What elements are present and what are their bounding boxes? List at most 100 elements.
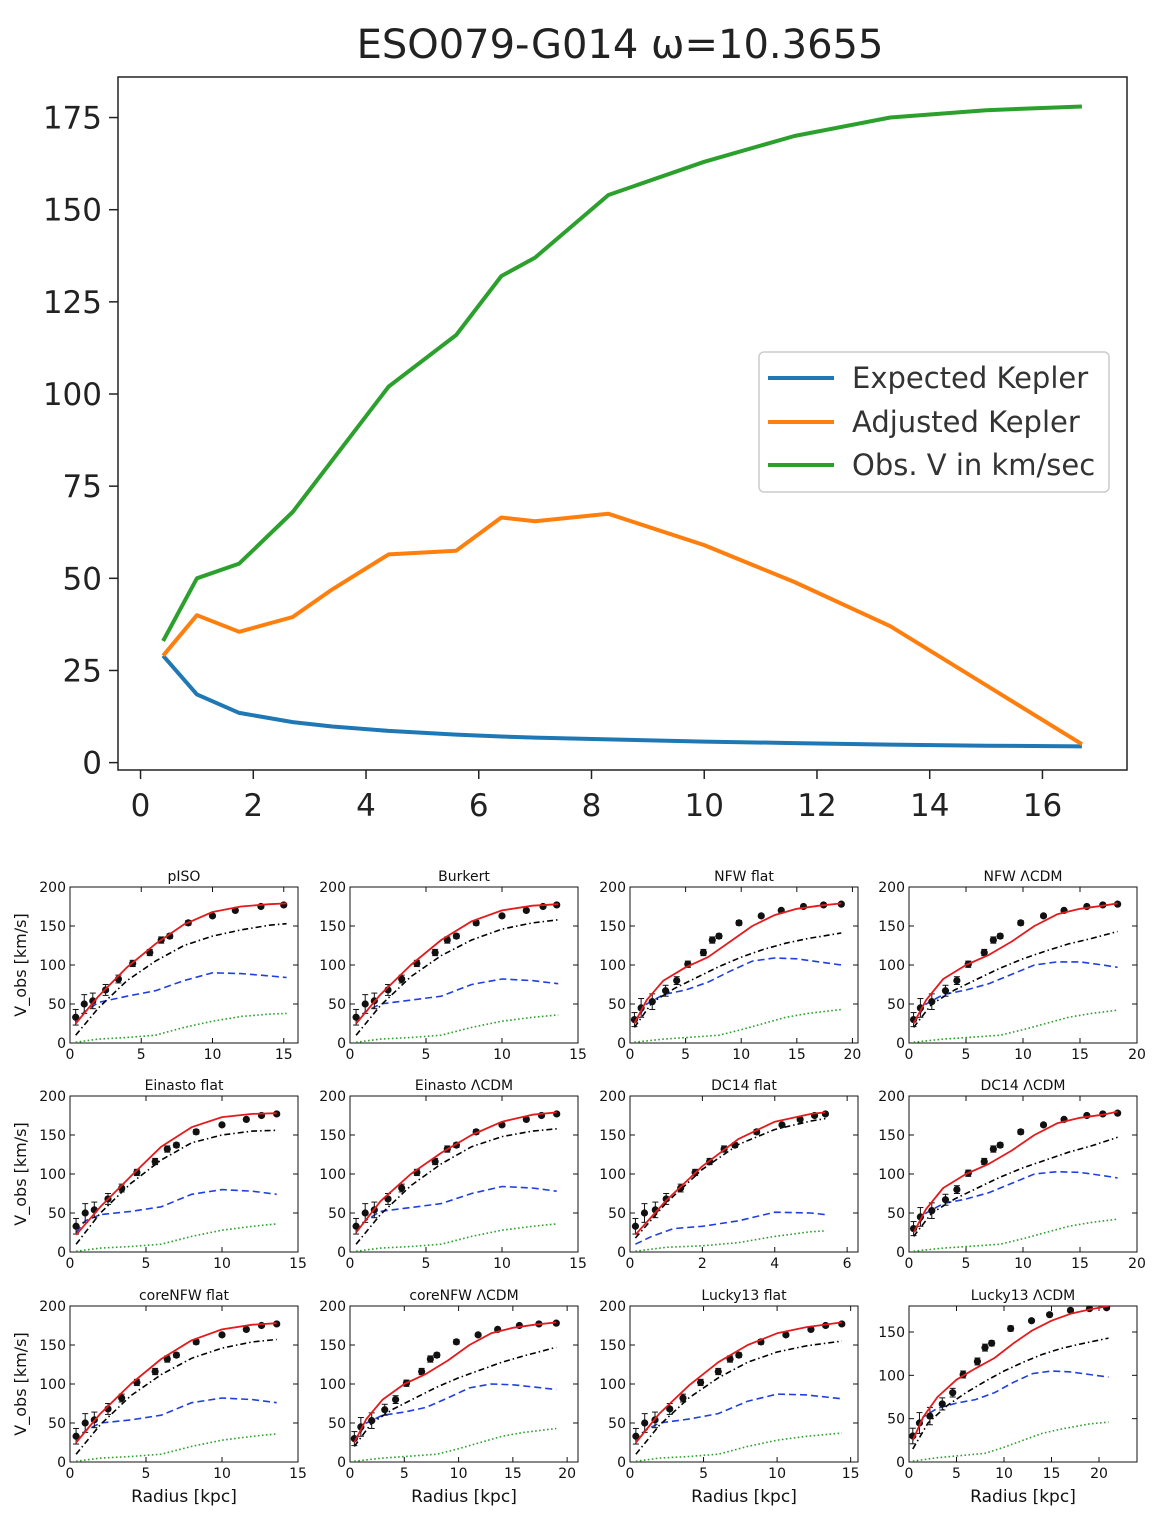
x-tick-label: 0 <box>66 1256 75 1272</box>
curve-dotted <box>913 1218 1118 1252</box>
y-tick-label: 200 <box>599 1299 626 1315</box>
x-tick-label: 10 <box>768 1466 786 1482</box>
data-point <box>996 1141 1004 1149</box>
legend-box <box>758 351 1110 493</box>
data-point <box>172 1351 180 1359</box>
x-tick-label: 10 <box>450 1466 468 1482</box>
data-point <box>640 1209 649 1217</box>
curve-dash-dot <box>633 932 842 1028</box>
subplot-title: NFW flat <box>714 869 774 885</box>
x-tick-label: 5 <box>952 1466 961 1482</box>
x-tick-label: 5 <box>681 1047 690 1063</box>
y-tick-label: 100 <box>39 1167 66 1183</box>
data-point <box>89 997 97 1005</box>
subplot-piso: pISO 0 50 100 150 200 0 5 10 15 V_obs [km/s] <box>11 869 299 1063</box>
data-point <box>81 1209 89 1217</box>
y-tick-label: 0 <box>896 1036 905 1052</box>
x-tick-label: 5 <box>400 1466 409 1482</box>
data-point <box>980 1157 988 1166</box>
subplot-title: Lucky13 ΛCDM <box>971 1288 1076 1304</box>
main-chart: ESO079-G014 ω=10.3655 025507510012515017… <box>43 22 1128 824</box>
legend-label-expected-kepler: Expected Kepler <box>852 361 1088 395</box>
curve-dash-dot <box>912 930 1118 1028</box>
y-tick-label: 200 <box>878 880 905 896</box>
data-point <box>381 1406 389 1414</box>
curve-dotted <box>912 1421 1109 1462</box>
data-point <box>118 1394 126 1402</box>
y-tick-label: 0 <box>617 1036 626 1052</box>
data-point <box>539 902 547 911</box>
curve-dotted <box>635 1230 826 1252</box>
subplot-frame <box>349 1095 579 1253</box>
x-tick-label: 0 <box>66 1047 75 1063</box>
data-point <box>280 901 288 909</box>
data-point <box>673 977 681 985</box>
curve-dashed <box>635 1393 842 1443</box>
x-tick-label: 15 <box>569 1047 587 1063</box>
subplot-curves <box>352 1110 561 1252</box>
y-tick-label: 50 <box>608 1206 626 1222</box>
data-point <box>163 1145 171 1153</box>
data-point <box>133 1168 141 1177</box>
x-tick-label: 15 <box>1043 1466 1061 1482</box>
y-tick-label: 50 <box>887 997 905 1013</box>
y-tick-label: 200 <box>319 880 346 896</box>
subplot-frame <box>349 886 579 1044</box>
data-point <box>208 912 217 920</box>
subplot-title: Einasto ΛCDM <box>415 1078 513 1094</box>
x-tick-label: 2 <box>698 1256 707 1272</box>
y-tick-label: 150 <box>39 1128 66 1144</box>
y-tick-label: 100 <box>319 1167 346 1183</box>
x-tick-label: 14 <box>910 788 949 824</box>
data-point <box>941 1196 950 1204</box>
data-point <box>452 1338 460 1346</box>
y-tick-label: 200 <box>39 1089 66 1105</box>
data-point <box>418 1367 426 1376</box>
x-tick-label: 10 <box>1014 1256 1032 1272</box>
subplot-dc14-flat: DC14 flat 0 50 100 150 200 0 2 4 6 <box>599 1078 859 1272</box>
subplot-frame <box>908 1095 1138 1253</box>
x-tick-label: 8 <box>582 788 602 824</box>
main-series-lines <box>161 104 1083 749</box>
subplot-curves <box>909 900 1122 1043</box>
y-tick-label: 50 <box>608 1416 626 1432</box>
y-tick-label: 0 <box>337 1455 346 1471</box>
curve-dash-dot <box>75 922 287 1036</box>
y-tick-label: 200 <box>599 1089 626 1105</box>
data-point <box>778 1121 786 1129</box>
subplot-frame <box>629 1095 859 1253</box>
subplot-title: coreNFW ΛCDM <box>409 1288 518 1304</box>
curve-dotted <box>355 1014 559 1043</box>
y-tick-label: 150 <box>599 1338 626 1354</box>
subplot-nfw-cdm: NFW ΛCDM 0 50 100 150 200 0 5 10 15 20 <box>878 869 1146 1063</box>
subplot-curves <box>909 1306 1111 1462</box>
data-point <box>821 1110 830 1118</box>
y-axis-label: V_obs [km/s] <box>11 1122 31 1225</box>
subplot-frame <box>69 1095 299 1253</box>
x-axis-label: Radius [kpc] <box>691 1487 797 1507</box>
x-tick-label: 0 <box>626 1047 635 1063</box>
data-point <box>1027 1317 1036 1325</box>
x-tick-label: 10 <box>732 1047 750 1063</box>
y-tick-label: 100 <box>878 958 905 974</box>
main-y-axis: 0 25 50 75 100 125 150 175 <box>43 101 118 782</box>
subplot-frame <box>349 1305 579 1463</box>
y-tick-label: 150 <box>878 1325 905 1341</box>
subplot-einasto-flat: Einasto flat 0 50 100 150 200 0 5 10 15 V_obs [km/… <box>11 1078 307 1272</box>
x-tick-label: 10 <box>213 1466 231 1482</box>
legend-label-obs-v: Obs. V in km/sec <box>852 448 1095 482</box>
x-tick-label: 20 <box>1090 1466 1108 1482</box>
data-point <box>192 1128 200 1136</box>
y-tick-label: 0 <box>82 746 102 782</box>
curve-dash-dot <box>912 1136 1118 1237</box>
curve-fit <box>911 1306 1109 1441</box>
data-point <box>1007 1324 1015 1333</box>
curve-dotted <box>75 1433 277 1462</box>
y-tick-label: 25 <box>63 653 102 689</box>
data-point <box>989 1145 997 1153</box>
curve-fit <box>635 1321 842 1444</box>
data-point <box>426 1355 434 1363</box>
data-point <box>361 1000 369 1008</box>
x-tick-label: 15 <box>275 1047 293 1063</box>
data-point <box>641 1419 649 1427</box>
